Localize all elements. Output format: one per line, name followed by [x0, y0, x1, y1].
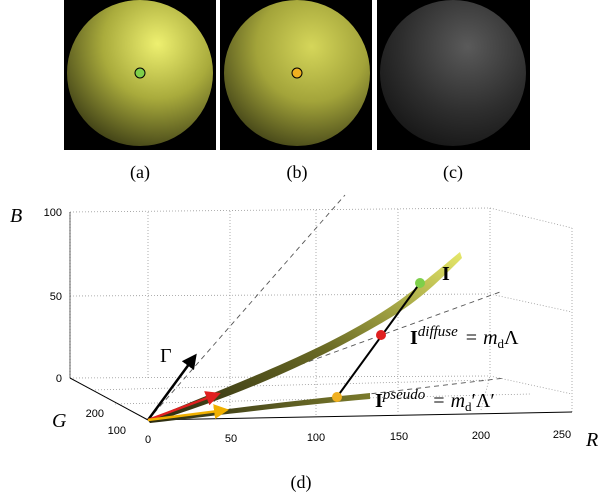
diffuse-label: Idiffuse=mdΛ: [410, 324, 519, 351]
sphere: [380, 0, 526, 146]
tick-label: 150: [390, 431, 408, 443]
axis-label: R: [585, 429, 598, 451]
axis-label: B: [10, 205, 22, 227]
gamma-label: Γ: [160, 345, 172, 367]
axis-label: G: [52, 410, 67, 432]
tick-label: 0: [145, 434, 151, 446]
superscript: pseudo: [382, 387, 426, 403]
caption: (c): [443, 162, 463, 183]
symbol: I: [375, 390, 383, 412]
caption: (d): [291, 472, 312, 493]
tail: ′Λ′: [472, 390, 495, 412]
tail: Λ: [504, 327, 519, 349]
caption: (a): [130, 162, 150, 183]
point: [415, 278, 425, 288]
point-marker: [135, 68, 145, 78]
tick-label: 200: [86, 408, 104, 420]
tick-label: 0: [56, 373, 62, 385]
point: [376, 330, 386, 340]
tick-label: 100: [108, 425, 126, 437]
tick-label: 50: [225, 433, 237, 445]
equals: =: [433, 390, 444, 412]
tick-label: 100: [307, 432, 325, 444]
image-panels: [64, 0, 530, 150]
tick-label: 100: [44, 207, 62, 219]
pseudo-label: Ipseudo=md′Λ′: [375, 387, 495, 414]
tick-label: 250: [553, 429, 571, 441]
caption: (b): [287, 162, 308, 183]
plot-grid: [70, 208, 572, 420]
tick-label: 200: [472, 430, 490, 442]
symbol: I: [410, 327, 418, 349]
point: [332, 392, 342, 402]
point-marker: [292, 68, 302, 78]
m: m: [483, 327, 497, 349]
figure-svg: (a) (b) (c) B G R 100 50 0 200 100 0 50 …: [0, 0, 602, 496]
equals: =: [466, 327, 477, 349]
tick-label: 50: [50, 291, 62, 303]
figure: (a) (b) (c) B G R 100 50 0 200 100 0 50 …: [0, 0, 602, 496]
m: m: [451, 390, 465, 412]
intensity-label: I: [442, 263, 450, 285]
superscript: diffuse: [418, 324, 458, 340]
g-axis: [70, 378, 148, 420]
